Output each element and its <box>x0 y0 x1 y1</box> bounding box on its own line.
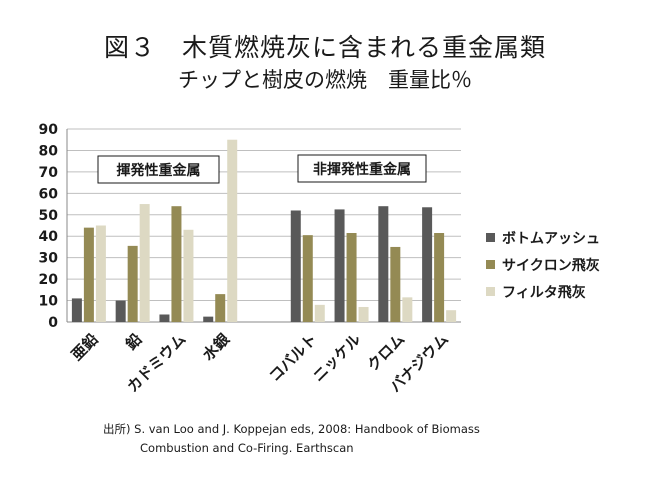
bar <box>227 139 238 322</box>
bar <box>422 207 433 322</box>
y-tick-label: 70 <box>39 165 59 181</box>
legend: ボトムアッシュ サイクロン飛灰 フィルタ飛灰 <box>486 224 600 305</box>
bar <box>314 304 325 322</box>
bar <box>83 227 94 322</box>
bar <box>127 245 138 322</box>
legend-item-bottom-ash: ボトムアッシュ <box>486 224 600 251</box>
x-tick-label: 亜鉛 <box>68 330 102 364</box>
source-line-1: 出所) S. van Loo and J. Koppejan eds, 2008… <box>103 422 480 436</box>
legend-swatch-filter-ash <box>486 287 495 296</box>
bar <box>358 306 369 322</box>
legend-label: サイクロン飛灰 <box>502 257 600 274</box>
chart-subtitle: チップと樹皮の燃焼 重量比％ <box>178 68 472 92</box>
legend-item-cyclone-ash: サイクロン飛灰 <box>486 251 600 278</box>
bar <box>95 225 106 322</box>
y-tick-label: 60 <box>39 186 59 202</box>
bar <box>183 229 194 322</box>
annotation-label: 揮発性重金属 <box>117 162 201 179</box>
y-tick-label: 90 <box>39 122 59 138</box>
bar <box>346 233 357 322</box>
y-tick-label: 40 <box>39 229 59 245</box>
x-tick-label: 鉛 <box>122 330 145 353</box>
y-tick-label: 30 <box>39 251 59 267</box>
x-tick-label: 水銀 <box>199 330 233 364</box>
annotation-box <box>297 154 427 183</box>
bar <box>71 298 82 322</box>
bar <box>302 235 313 322</box>
bar <box>446 310 457 322</box>
chart-title: 図３ 木質燃焼灰に含まれる重金属類 <box>103 33 546 62</box>
bar <box>115 300 126 322</box>
legend-item-filter-ash: フィルタ飛灰 <box>486 278 600 305</box>
y-tick-label: 0 <box>48 315 58 331</box>
legend-label: フィルタ飛灰 <box>502 284 586 301</box>
annotation-box <box>97 155 220 184</box>
bar <box>203 316 214 322</box>
x-tick-label: ニッケル <box>309 330 364 385</box>
y-tick-label: 20 <box>39 272 59 288</box>
annotation-label: 非揮発性重金属 <box>313 161 411 178</box>
bar <box>390 246 401 322</box>
y-tick-label: 50 <box>39 208 59 224</box>
bar <box>290 210 301 322</box>
bar <box>159 314 170 322</box>
legend-swatch-cyclone-ash <box>486 260 495 269</box>
bar <box>334 209 345 322</box>
legend-swatch-bottom-ash <box>486 233 495 242</box>
legend-label: ボトムアッシュ <box>502 230 600 247</box>
bar <box>171 206 182 322</box>
y-tick-label: 10 <box>39 294 59 310</box>
source-citation: 出所) S. van Loo and J. Koppejan eds, 2008… <box>103 420 480 458</box>
source-line-2: Combustion and Co-Firing. Earthscan <box>140 441 354 455</box>
bar <box>378 206 389 322</box>
bar <box>139 204 150 322</box>
bar <box>434 233 445 322</box>
y-tick-label: 80 <box>39 143 59 159</box>
bar <box>402 297 413 322</box>
bar <box>215 294 226 322</box>
